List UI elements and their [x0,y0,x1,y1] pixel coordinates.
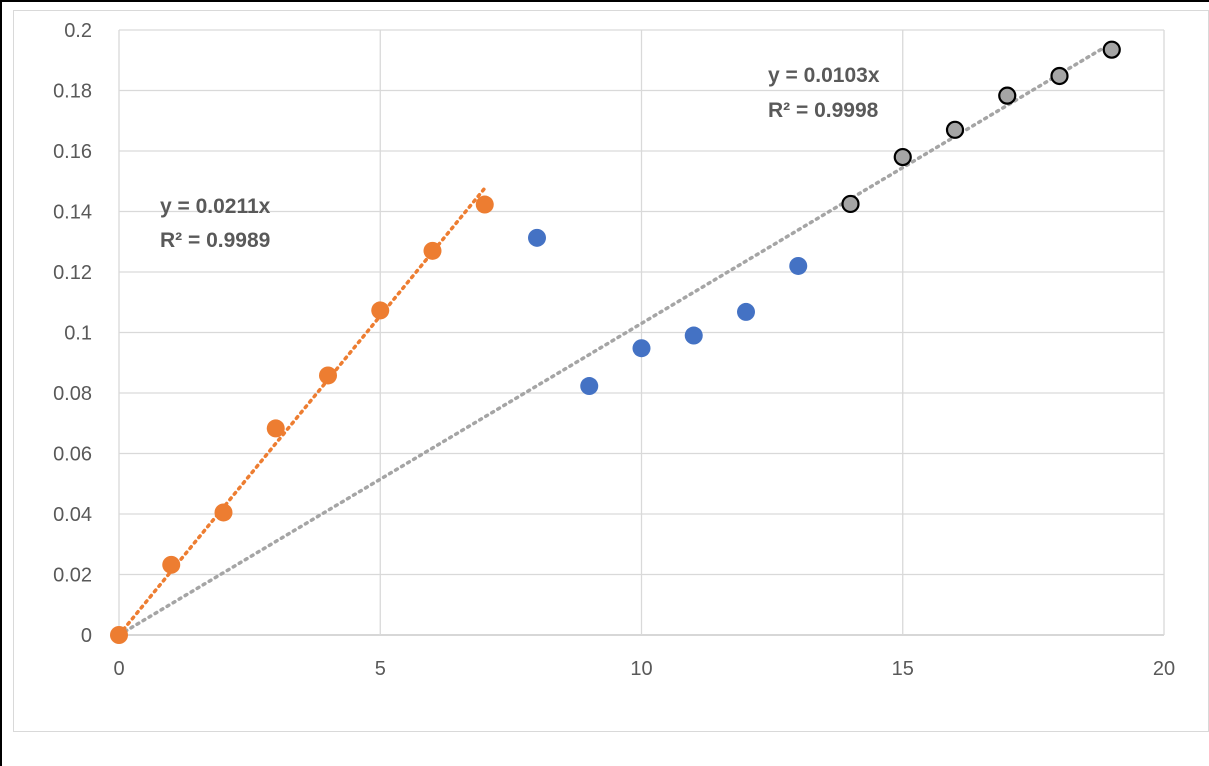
data-point-series-1 [632,339,651,358]
trendline-equation-gray: y = 0.0103x [768,64,880,87]
chart-area [13,10,1209,732]
tick-labels: 0 0.02 0.04 0.06 0.08 0.1 0.12 0.14 0.16 0.18 0.2 0… [53,20,1175,680]
data-point-series-2 [945,120,965,139]
data-point-series-1 [580,377,599,396]
y-tick-label: 0.18 [53,81,92,103]
data-point-series-1 [737,302,755,321]
y-tick-label: 0.08 [53,383,92,405]
x-tick-label: 10 [630,658,652,680]
data-point-series-2 [1050,66,1069,86]
x-tick-label: 0 [113,658,124,680]
data-point-series-0 [266,419,285,438]
y-tick-label: 0.14 [53,202,92,224]
grid-lines [118,29,1165,636]
data-point-series-1 [528,228,546,247]
trendline-equation-orange: y = 0.0211x [160,195,271,218]
data-point-series-0 [214,503,233,522]
trendline-1 [117,41,1114,637]
data-point-series-2 [841,194,860,214]
x-tick-label: 5 [375,658,386,680]
y-tick-label: 0.12 [53,262,92,284]
y-tick-label: 0.02 [53,565,92,587]
y-tick-label: 0.04 [53,504,92,526]
data-points [110,40,1121,644]
y-tick-label: 0.16 [53,141,92,163]
trendline-0 [117,186,487,637]
trendlines [117,41,1114,637]
data-point-series-0 [110,626,128,644]
data-point-series-2 [1102,40,1121,59]
y-tick-label: 0.2 [64,20,92,42]
data-point-series-0 [371,301,390,320]
trendline-r2-gray: R² = 0.9998 [768,99,879,122]
data-point-series-0 [319,366,337,385]
data-point-series-0 [475,195,494,214]
data-point-series-1 [684,326,703,345]
x-tick-label: 20 [1153,658,1175,680]
data-point-series-0 [423,241,442,260]
data-point-series-2 [893,147,912,167]
y-tick-label: 0.06 [53,444,92,466]
trendline-r2-orange: R² = 0.9989 [160,229,270,252]
data-point-series-1 [789,256,808,275]
annotations: y = 0.0211x R² = 0.9989 y = 0.0103x R² =… [160,64,880,252]
y-tick-label: 0 [81,625,92,647]
data-point-series-2 [998,86,1017,105]
x-tick-label: 15 [892,658,914,680]
data-point-series-0 [162,555,181,574]
y-tick-label: 0.1 [64,323,92,345]
